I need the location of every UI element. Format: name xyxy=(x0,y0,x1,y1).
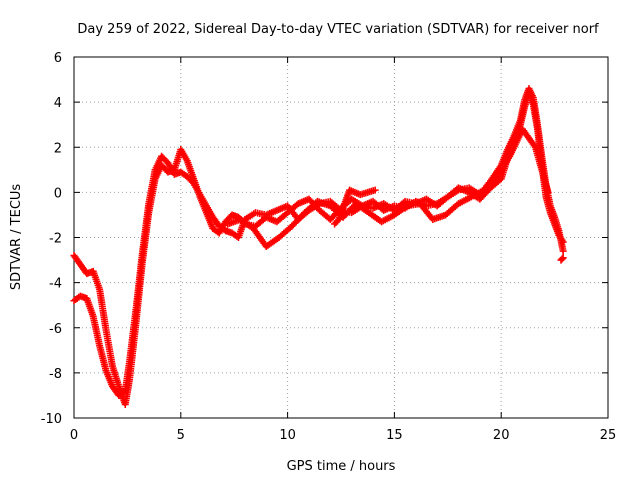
y-tick-label: -8 xyxy=(49,367,62,382)
y-tick-label: -10 xyxy=(41,412,62,427)
data-point xyxy=(371,186,379,194)
y-tick-label: 2 xyxy=(54,141,62,156)
y-tick-label: 0 xyxy=(54,186,62,201)
y-tick-label: -4 xyxy=(49,277,62,292)
tick-labels: 0 5 10 15 20 25 -10 -8 -6 -4 -2 0 2 4 6 xyxy=(41,51,617,443)
x-axis-label: GPS time / hours xyxy=(287,459,396,474)
y-axis-label: SDTVAR / TECUs xyxy=(9,184,24,291)
series-track-c xyxy=(224,125,552,251)
chart-title: Day 259 of 2022, Sidereal Day-to-day VTE… xyxy=(77,22,599,37)
x-tick-label: 0 xyxy=(70,428,78,443)
grid-lines xyxy=(74,57,608,418)
y-tick-label: -2 xyxy=(49,232,62,247)
x-tick-label: 15 xyxy=(386,428,403,443)
data-point xyxy=(559,247,567,255)
x-tick-label: 10 xyxy=(279,428,296,443)
series-track-d xyxy=(331,186,567,264)
y-tick-label: -6 xyxy=(49,322,62,337)
axis-ticks xyxy=(73,56,609,419)
x-tick-label: 5 xyxy=(177,428,185,443)
data-point xyxy=(544,188,552,196)
x-tick-label: 25 xyxy=(600,428,617,443)
data-point xyxy=(559,254,567,262)
x-tick-label: 20 xyxy=(493,428,510,443)
data-points xyxy=(70,85,567,408)
data-point xyxy=(558,255,566,263)
y-tick-label: 6 xyxy=(54,51,62,66)
y-tick-label: 4 xyxy=(54,96,62,111)
